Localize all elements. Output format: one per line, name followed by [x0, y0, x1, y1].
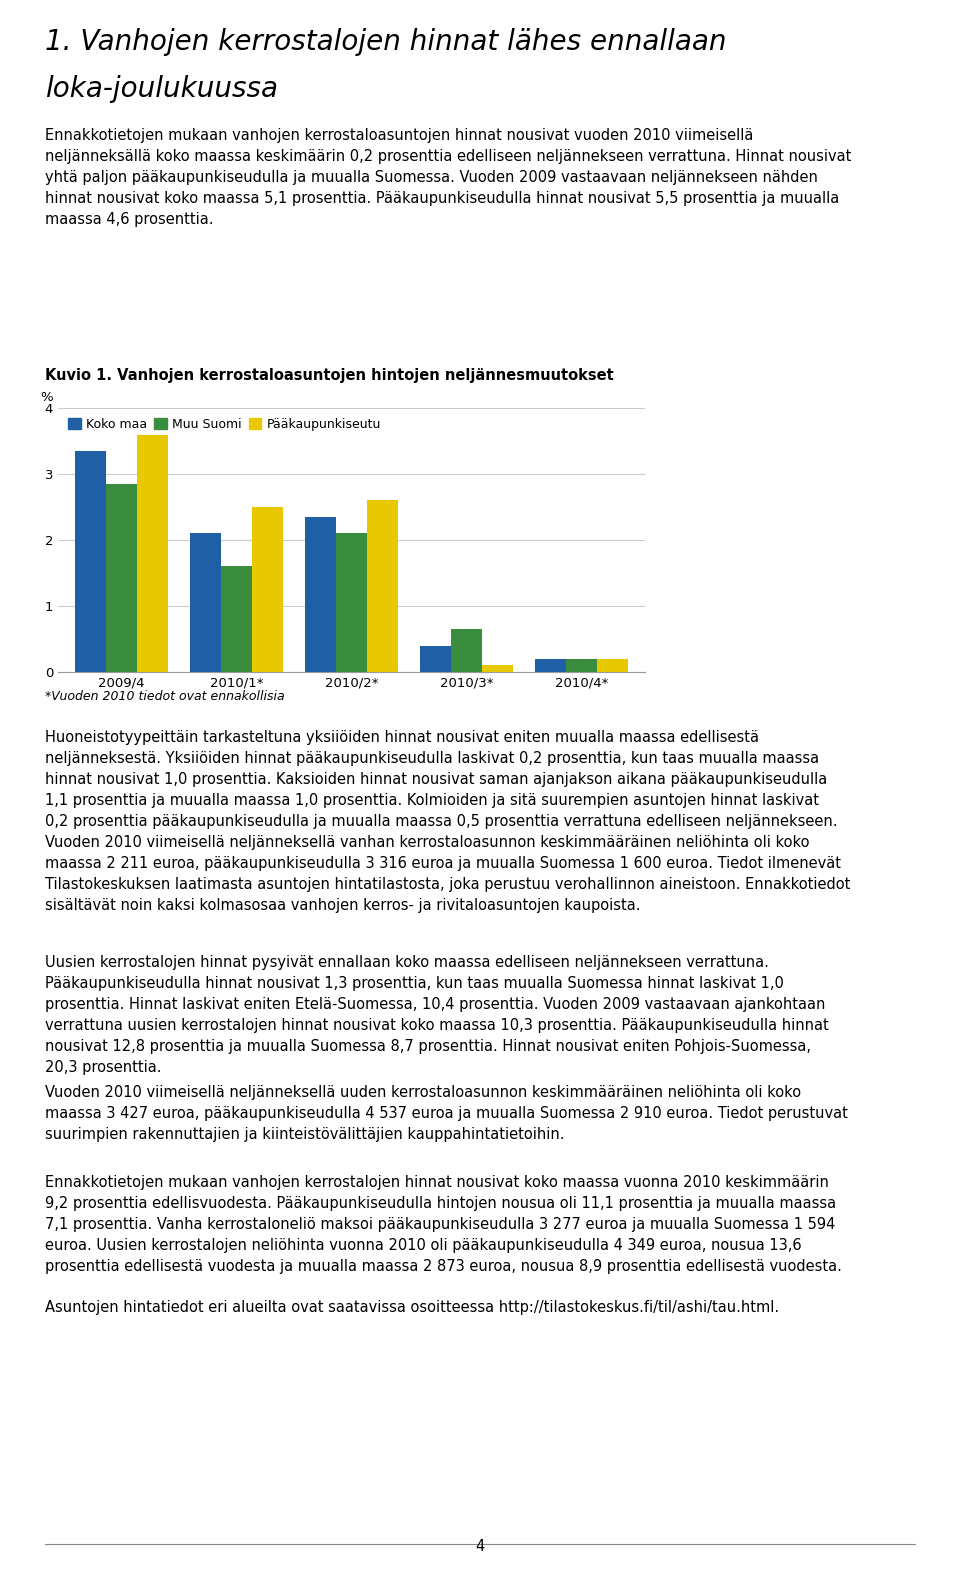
- Text: Vuoden 2010 viimeisellä neljänneksellä uuden kerrostaloasunnon keskimmääräinen n: Vuoden 2010 viimeisellä neljänneksellä u…: [45, 1085, 848, 1141]
- Bar: [451, 629, 482, 671]
- Text: Ennakkotietojen mukaan vanhojen kerrostalojen hinnat nousivat koko maassa vuonna: Ennakkotietojen mukaan vanhojen kerrosta…: [45, 1174, 842, 1273]
- Bar: [75, 451, 106, 671]
- Text: Uusien kerrostalojen hinnat pysyivät ennallaan koko maassa edelliseen neljänneks: Uusien kerrostalojen hinnat pysyivät enn…: [45, 956, 828, 1075]
- Bar: [190, 533, 221, 671]
- Bar: [420, 646, 451, 671]
- Text: *Vuoden 2010 tiedot ovat ennakollisia: *Vuoden 2010 tiedot ovat ennakollisia: [45, 690, 284, 703]
- Bar: [221, 566, 252, 671]
- Bar: [252, 508, 283, 671]
- Bar: [137, 424, 168, 671]
- Bar: [535, 659, 566, 671]
- Bar: [367, 500, 398, 671]
- Text: Ennakkotietojen mukaan vanhojen kerrostaloasuntojen hinnat nousivat vuoden 2010 : Ennakkotietojen mukaan vanhojen kerrosta…: [45, 127, 852, 226]
- Text: %: %: [40, 391, 53, 404]
- Bar: [597, 659, 628, 671]
- Text: Huoneistotyypeittäin tarkasteltuna yksiiöiden hinnat nousivat eniten muualla maa: Huoneistotyypeittäin tarkasteltuna yksii…: [45, 729, 837, 828]
- Text: Asuntojen hintatiedot eri alueilta ovat saatavissa osoitteessa http://tilastokes: Asuntojen hintatiedot eri alueilta ovat …: [45, 1300, 780, 1316]
- Text: Kuvio 1. Vanhojen kerrostaloasuntojen hintojen neljännesmuutokset: Kuvio 1. Vanhojen kerrostaloasuntojen hi…: [45, 368, 613, 384]
- Bar: [106, 484, 137, 671]
- Legend: Koko maa, Muu Suomi, Pääkaupunkiseutu: Koko maa, Muu Suomi, Pääkaupunkiseutu: [64, 415, 384, 435]
- Text: 4: 4: [475, 1539, 485, 1555]
- Bar: [305, 517, 336, 671]
- Text: 1. Vanhojen kerrostalojen hinnat lähes ennallaan: 1. Vanhojen kerrostalojen hinnat lähes e…: [45, 28, 727, 57]
- Bar: [566, 659, 597, 671]
- Text: loka-joulukuussa: loka-joulukuussa: [45, 75, 278, 104]
- Text: Vuoden 2010 viimeisellä neljänneksellä vanhan kerrostaloasunnon keskimmääräinen : Vuoden 2010 viimeisellä neljänneksellä v…: [45, 835, 851, 913]
- Bar: [482, 665, 514, 671]
- Bar: [336, 533, 367, 671]
